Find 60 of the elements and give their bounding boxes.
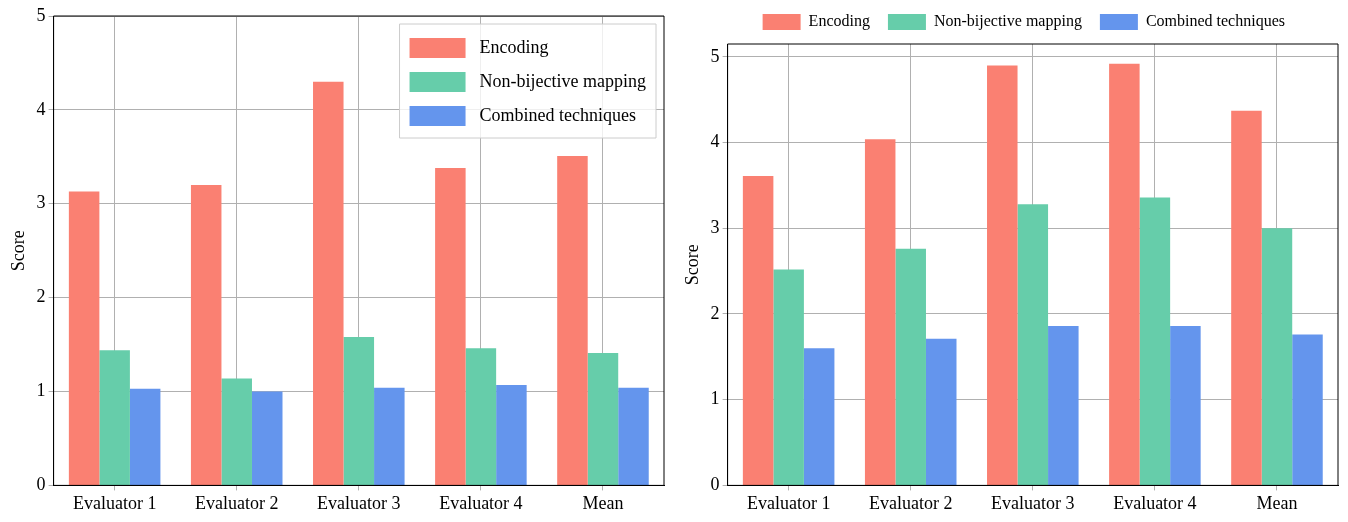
x-tick-label: Mean: [582, 492, 624, 513]
bar: [1017, 204, 1049, 485]
bar: [618, 387, 649, 485]
x-tick-label: Evaluator 3: [317, 492, 401, 513]
bar: [68, 191, 100, 485]
y-tick-label: 4: [710, 131, 720, 152]
x-tick-label: Mean: [1256, 492, 1298, 513]
bar: [435, 168, 466, 485]
bar: [987, 65, 1018, 485]
bar: [465, 348, 497, 485]
bar: [895, 248, 926, 485]
x-tick-label: Evaluator 1: [72, 492, 157, 513]
x-tick-label: Evaluator 4: [439, 492, 523, 513]
y-axis-title: Score: [7, 230, 28, 272]
bar: [496, 384, 527, 485]
bar: [1109, 63, 1140, 485]
bar: [221, 378, 252, 485]
y-axis-title: Score: [681, 244, 702, 286]
bar: [1139, 197, 1171, 485]
y-tick-label: 5: [710, 45, 720, 66]
x-tick-label: Evaluator 1: [746, 492, 831, 513]
bar: [343, 337, 375, 485]
y-tick-label: 4: [36, 98, 46, 119]
legend-label: Non-bijective mapping: [479, 70, 647, 91]
bar: [1261, 228, 1293, 485]
bar: [129, 388, 161, 485]
y-tick-label: 1: [36, 380, 46, 401]
bar: [864, 139, 896, 485]
legend-label: Encoding: [808, 12, 870, 31]
y-tick-label: 0: [710, 474, 720, 495]
x-tick-label: Evaluator 2: [194, 492, 279, 513]
y-tick-label: 3: [36, 192, 46, 213]
y-tick-label: 2: [710, 302, 720, 323]
legend-label: Combined techniques: [1145, 12, 1285, 31]
bar: [587, 353, 619, 485]
x-tick-label: Evaluator 3: [991, 492, 1075, 513]
bar: [773, 269, 804, 485]
bar: [803, 348, 835, 485]
bar: [1292, 334, 1323, 485]
y-tick-label: 5: [36, 4, 46, 25]
bar: [742, 175, 774, 485]
y-tick-label: 2: [36, 286, 46, 307]
y-tick-label: 3: [710, 217, 720, 238]
bar: [374, 387, 405, 485]
legend-label: Encoding: [479, 36, 549, 57]
bar: [251, 391, 283, 485]
bar: [1170, 325, 1201, 485]
bar: [1048, 325, 1079, 485]
legend-label: Combined techniques: [479, 104, 637, 125]
x-tick-label: Evaluator 2: [868, 492, 953, 513]
bar: [190, 184, 222, 485]
bar: [99, 350, 130, 485]
y-tick-label: 0: [36, 474, 46, 495]
bar: [313, 81, 344, 485]
legend-label: Non-bijective mapping: [933, 12, 1082, 31]
bar: [1231, 110, 1262, 485]
x-tick-label: Evaluator 4: [1113, 492, 1197, 513]
bar: [925, 338, 957, 485]
bar: [557, 155, 588, 485]
y-tick-label: 1: [710, 388, 720, 409]
